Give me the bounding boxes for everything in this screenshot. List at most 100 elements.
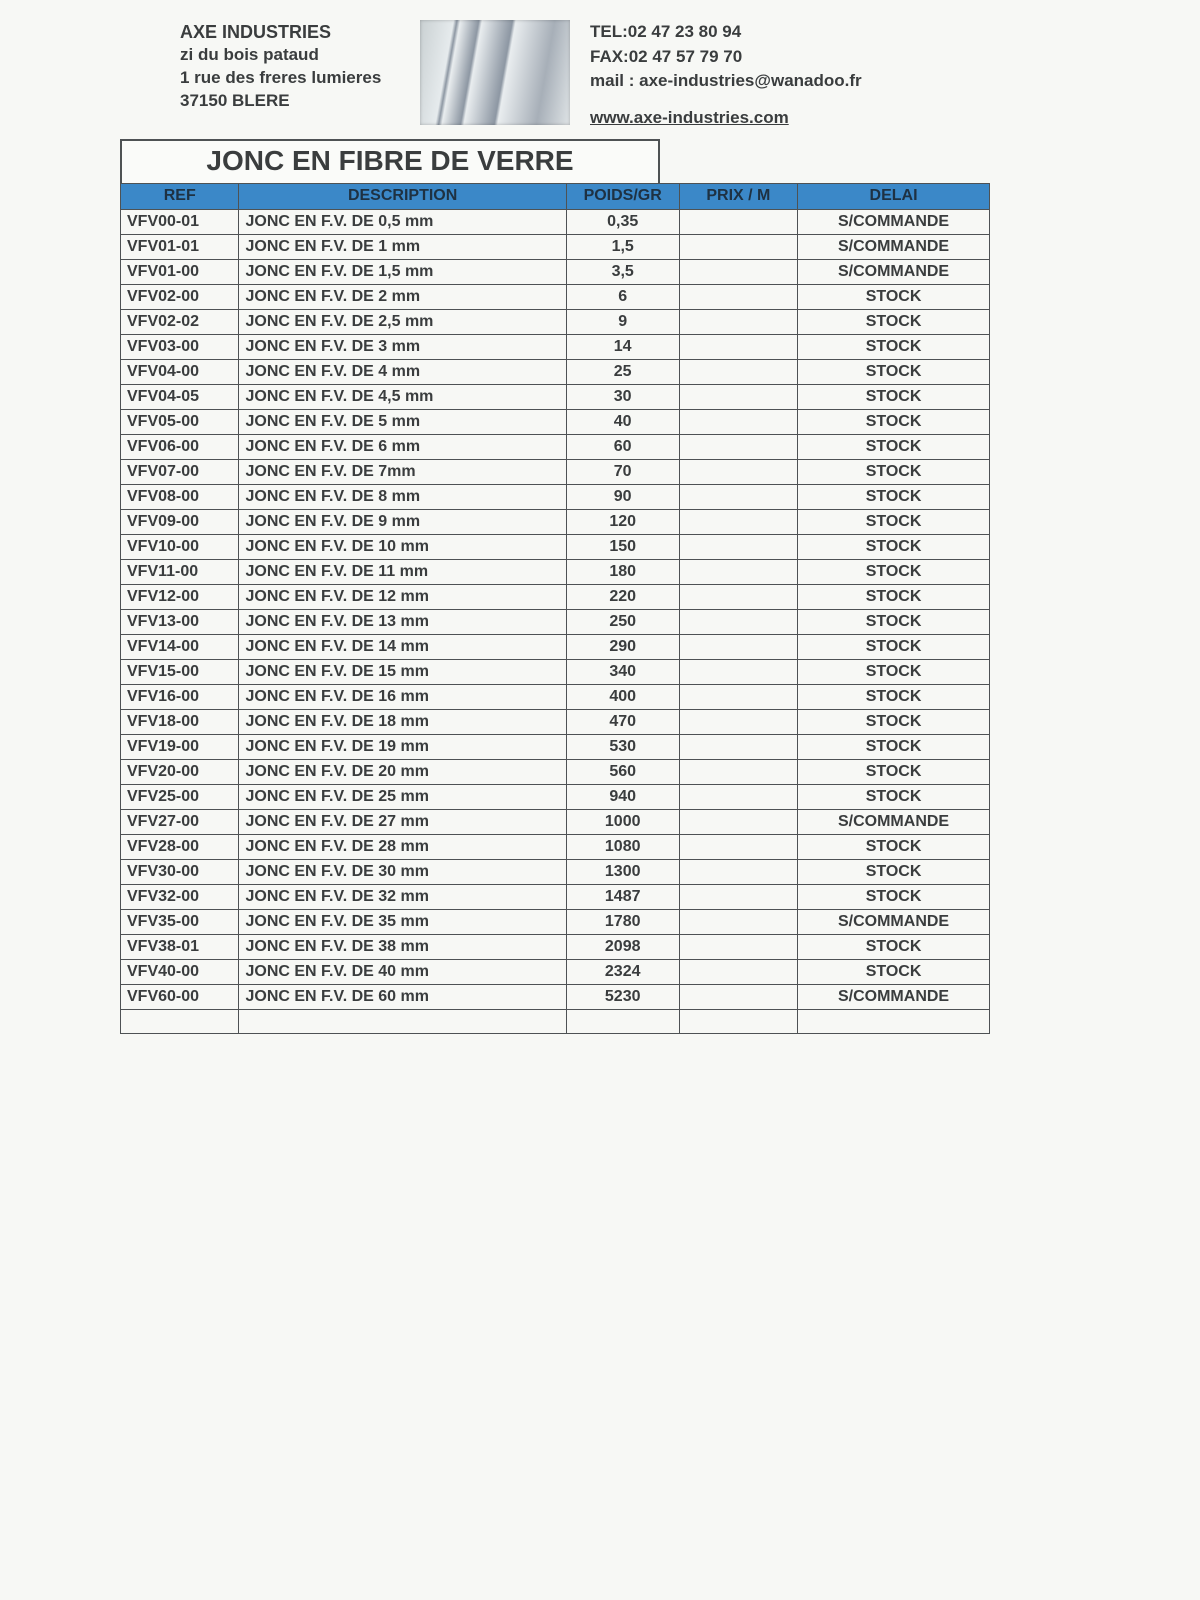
cell-ref: VFV04-05 <box>121 384 239 409</box>
cell-ref: VFV13-00 <box>121 609 239 634</box>
cell-delay: STOCK <box>798 934 990 959</box>
cell-ref: VFV28-00 <box>121 834 239 859</box>
cell-delay: STOCK <box>798 684 990 709</box>
cell-weight: 90 <box>566 484 679 509</box>
table-row: VFV07-00JONC EN F.V. DE 7mm70STOCK <box>121 459 990 484</box>
cell-ref: VFV01-00 <box>121 259 239 284</box>
cell-ref: VFV01-01 <box>121 234 239 259</box>
cell-ref: VFV07-00 <box>121 459 239 484</box>
cell-delay: STOCK <box>798 859 990 884</box>
cell-price <box>679 809 797 834</box>
cell-weight <box>566 1009 679 1033</box>
cell-ref: VFV19-00 <box>121 734 239 759</box>
cell-price <box>679 334 797 359</box>
cell-delay: STOCK <box>798 284 990 309</box>
table-row: VFV40-00JONC EN F.V. DE 40 mm2324STOCK <box>121 959 990 984</box>
cell-price <box>679 309 797 334</box>
table-row: VFV27-00JONC EN F.V. DE 27 mm1000S/COMMA… <box>121 809 990 834</box>
mail-line: mail : axe-industries@wanadoo.fr <box>590 69 862 94</box>
cell-delay: S/COMMANDE <box>798 259 990 284</box>
cell-delay: STOCK <box>798 359 990 384</box>
cell-description: JONC EN F.V. DE 8 mm <box>239 484 566 509</box>
table-row: VFV12-00JONC EN F.V. DE 12 mm220STOCK <box>121 584 990 609</box>
cell-weight: 3,5 <box>566 259 679 284</box>
cell-description: JONC EN F.V. DE 2 mm <box>239 284 566 309</box>
cell-description: JONC EN F.V. DE 18 mm <box>239 709 566 734</box>
cell-weight: 2324 <box>566 959 679 984</box>
cell-weight: 14 <box>566 334 679 359</box>
cell-price <box>679 259 797 284</box>
table-row: VFV00-01JONC EN F.V. DE 0,5 mm0,35S/COMM… <box>121 209 990 234</box>
cell-ref: VFV08-00 <box>121 484 239 509</box>
cell-price <box>679 409 797 434</box>
cell-ref: VFV03-00 <box>121 334 239 359</box>
cell-delay: STOCK <box>798 509 990 534</box>
cell-description: JONC EN F.V. DE 32 mm <box>239 884 566 909</box>
cell-description: JONC EN F.V. DE 15 mm <box>239 659 566 684</box>
cell-delay: S/COMMANDE <box>798 909 990 934</box>
cell-weight: 940 <box>566 784 679 809</box>
cell-weight: 1000 <box>566 809 679 834</box>
table-row: VFV30-00JONC EN F.V. DE 30 mm1300STOCK <box>121 859 990 884</box>
cell-description: JONC EN F.V. DE 9 mm <box>239 509 566 534</box>
cell-weight: 150 <box>566 534 679 559</box>
cell-delay: STOCK <box>798 609 990 634</box>
price-sheet: JONC EN FIBRE DE VERRE REF DESCRIPTION P… <box>120 139 990 1034</box>
table-row: VFV20-00JONC EN F.V. DE 20 mm560STOCK <box>121 759 990 784</box>
cell-description: JONC EN F.V. DE 2,5 mm <box>239 309 566 334</box>
cell-price <box>679 659 797 684</box>
cell-description: JONC EN F.V. DE 0,5 mm <box>239 209 566 234</box>
cell-price <box>679 709 797 734</box>
addr-line-3: 37150 BLERE <box>180 90 400 113</box>
cell-description: JONC EN F.V. DE 4 mm <box>239 359 566 384</box>
cell-price <box>679 534 797 559</box>
cell-weight: 1,5 <box>566 234 679 259</box>
cell-weight: 2098 <box>566 934 679 959</box>
cell-price <box>679 734 797 759</box>
table-row: VFV18-00JONC EN F.V. DE 18 mm470STOCK <box>121 709 990 734</box>
cell-ref: VFV05-00 <box>121 409 239 434</box>
cell-delay: STOCK <box>798 959 990 984</box>
cell-delay: STOCK <box>798 659 990 684</box>
cell-delay: STOCK <box>798 834 990 859</box>
contact-info: TEL:02 47 23 80 94 FAX:02 47 57 79 70 ma… <box>590 20 862 131</box>
tel-line: TEL:02 47 23 80 94 <box>590 20 862 45</box>
cell-ref: VFV02-02 <box>121 309 239 334</box>
cell-price <box>679 209 797 234</box>
cell-delay: STOCK <box>798 409 990 434</box>
cell-description <box>239 1009 566 1033</box>
table-row: VFV04-00JONC EN F.V. DE 4 mm25STOCK <box>121 359 990 384</box>
cell-delay: S/COMMANDE <box>798 809 990 834</box>
cell-delay: STOCK <box>798 709 990 734</box>
table-row: VFV35-00JONC EN F.V. DE 35 mm1780S/COMMA… <box>121 909 990 934</box>
cell-ref <box>121 1009 239 1033</box>
table-row: VFV60-00JONC EN F.V. DE 60 mm5230S/COMMA… <box>121 984 990 1009</box>
cell-price <box>679 484 797 509</box>
cell-delay: STOCK <box>798 384 990 409</box>
table-row: VFV38-01JONC EN F.V. DE 38 mm2098STOCK <box>121 934 990 959</box>
cell-description: JONC EN F.V. DE 11 mm <box>239 559 566 584</box>
cell-weight: 250 <box>566 609 679 634</box>
cell-delay: STOCK <box>798 434 990 459</box>
cell-delay: STOCK <box>798 634 990 659</box>
cell-delay: S/COMMANDE <box>798 984 990 1009</box>
cell-delay: STOCK <box>798 559 990 584</box>
col-poids: POIDS/GR <box>566 183 679 209</box>
cell-ref: VFV06-00 <box>121 434 239 459</box>
cell-delay <box>798 1009 990 1033</box>
cell-price <box>679 984 797 1009</box>
cell-weight: 290 <box>566 634 679 659</box>
company-name: AXE INDUSTRIES <box>180 20 400 44</box>
cell-price <box>679 834 797 859</box>
cell-ref: VFV04-00 <box>121 359 239 384</box>
cell-ref: VFV14-00 <box>121 634 239 659</box>
table-row <box>121 1009 990 1033</box>
table-row: VFV13-00JONC EN F.V. DE 13 mm250STOCK <box>121 609 990 634</box>
addr-line-2: 1 rue des freres lumieres <box>180 67 400 90</box>
table-row: VFV10-00JONC EN F.V. DE 10 mm150STOCK <box>121 534 990 559</box>
cell-description: JONC EN F.V. DE 19 mm <box>239 734 566 759</box>
cell-delay: STOCK <box>798 309 990 334</box>
cell-price <box>679 609 797 634</box>
cell-description: JONC EN F.V. DE 60 mm <box>239 984 566 1009</box>
cell-description: JONC EN F.V. DE 20 mm <box>239 759 566 784</box>
